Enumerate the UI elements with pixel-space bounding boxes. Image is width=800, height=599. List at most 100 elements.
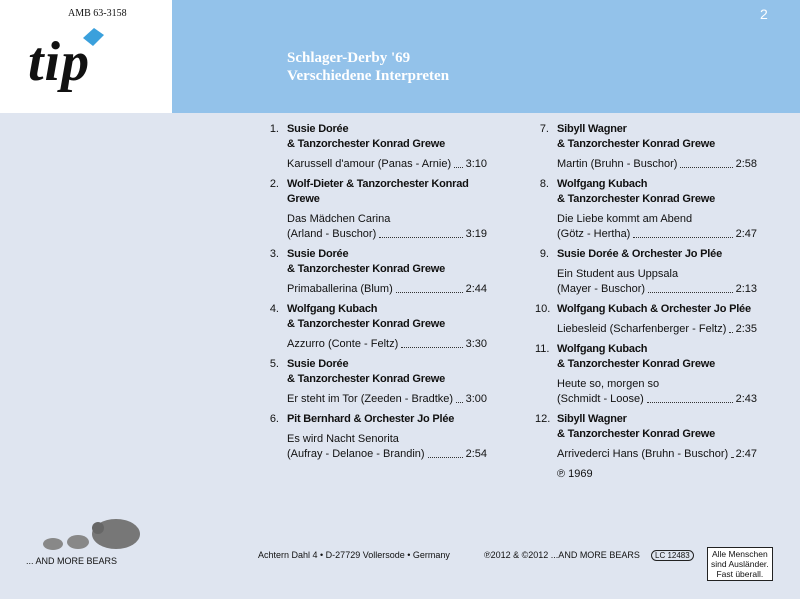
- artist-line: & Tanzorchester Konrad Grewe: [557, 193, 716, 205]
- song-line: (Götz - Hertha) 2:47: [557, 227, 757, 242]
- song-text: Die Liebe kommt am Abend: [557, 213, 693, 225]
- dot-leader: [729, 322, 733, 333]
- album-subtitle: Verschiedene Interpreten: [287, 68, 450, 84]
- artist: Wolfgang Kubach & Tanzorchester Konrad Gr…: [287, 302, 487, 332]
- song-text: Das Mädchen Carina: [287, 213, 391, 225]
- dot-leader: [427, 447, 463, 458]
- song-text: (Mayer - Buschor): [557, 283, 646, 295]
- logo-box: [0, 0, 172, 113]
- artist-line: & Tanzorchester Konrad Grewe: [287, 263, 446, 275]
- duration: 3:19: [465, 228, 487, 240]
- song-text: Heute so, morgen so: [557, 378, 660, 390]
- logo-diamond: [83, 28, 104, 46]
- artist-line: & Tanzorchester Konrad Grewe: [287, 318, 446, 330]
- dot-leader: [633, 227, 733, 238]
- track-number: 6.: [269, 413, 279, 425]
- duration: 2:47: [735, 448, 757, 460]
- artist: Wolfgang Kubach & Orchester Jo Plée: [557, 302, 757, 317]
- track: 5. Susie Dorée & Tanzorchester Konrad Grew…: [270, 357, 487, 407]
- track-number: 12.: [535, 413, 551, 425]
- song-text: Es wird Nacht Senorita: [287, 433, 399, 445]
- track: 10. Wolfgang Kubach & Orchester Jo Plée Li…: [535, 302, 757, 337]
- artist-line: Sibyll Wagner: [557, 413, 627, 425]
- song-text: Liebesleid (Scharfenberger - Feltz): [557, 323, 727, 335]
- artist-line: & Tanzorchester Konrad Grewe: [557, 428, 716, 440]
- artist: Susie Dorée & Tanzorchester Konrad Grewe: [287, 357, 487, 387]
- slogan-line: sind Ausländer.: [711, 559, 769, 569]
- track: 4. Wolfgang Kubach & Tanzorchester Konrad …: [270, 302, 487, 352]
- song-line: Heute so, morgen so: [557, 377, 757, 392]
- artist: Sibyll Wagner & Tanzorchester Konrad Grew…: [557, 122, 757, 152]
- artist: Susie Dorée & Tanzorchester Konrad Grewe: [287, 247, 487, 277]
- song-line: Es wird Nacht Senorita: [287, 432, 487, 447]
- duration: 3:00: [465, 393, 487, 405]
- track: 8. Wolfgang Kubach & Tanzorchester Konrad …: [540, 177, 757, 242]
- track-number: 10.: [535, 303, 551, 315]
- slogan-line: Alle Menschen: [711, 549, 768, 559]
- slogan-line: Fast überall.: [716, 569, 764, 579]
- song-line: (Schmidt - Loose) 2:43: [557, 392, 757, 407]
- track-number: 7.: [539, 123, 549, 135]
- song-line: Er steht im Tor (Zeeden - Bradtke) 3:00: [287, 392, 487, 407]
- artist: Wolfgang Kubach & Tanzorchester Konrad Gr…: [557, 342, 757, 372]
- song-line: Das Mädchen Carina: [287, 212, 487, 227]
- artist-line: & Tanzorchester Konrad Grewe: [557, 138, 716, 150]
- artist: Sibyll Wagner & Tanzorchester Konrad Grew…: [557, 412, 757, 442]
- artist-line: Wolfgang Kubach & Orchester Jo Plée: [557, 303, 751, 315]
- duration: 2:43: [735, 393, 757, 405]
- track-number: 3.: [269, 248, 279, 260]
- duration: 2:47: [735, 228, 757, 240]
- song-line: Karussell d'amour (Panas - Arnie) 3:10: [287, 157, 487, 172]
- song-line: Die Liebe kommt am Abend: [557, 212, 757, 227]
- song-line: Primaballerina (Blum) 2:44: [287, 282, 487, 297]
- dot-leader: [379, 227, 463, 238]
- song-text: Er steht im Tor (Zeeden - Bradtke): [287, 393, 454, 405]
- track-column: 7. Sibyll Wagner & Tanzorchester Konrad Gr…: [535, 122, 757, 482]
- duration: 2:54: [465, 448, 487, 460]
- label-code: LC 12483: [651, 550, 694, 561]
- artist: Wolf-Dieter & Tanzorchester Konrad Grewe: [287, 177, 487, 207]
- address: Achtern Dahl 4 • D-27729 Vollersode • Ge…: [258, 550, 450, 560]
- track-number: 2.: [269, 178, 279, 190]
- dot-leader: [456, 392, 463, 403]
- track: 11. Wolfgang Kubach & Tanzorchester Konrad…: [535, 342, 757, 407]
- song-text: (Schmidt - Loose): [557, 393, 644, 405]
- artist-line: & Tanzorchester Konrad Grewe: [287, 373, 446, 385]
- track-number: 1.: [269, 123, 279, 135]
- song-line: (Aufray - Delanoe - Brandin) 2:54: [287, 447, 487, 462]
- song-text: Martin (Bruhn - Buschor): [557, 158, 678, 170]
- track: 2. Wolf-Dieter & Tanzorchester Konrad Gre…: [270, 177, 487, 242]
- artist-line: Susie Dorée: [287, 123, 349, 135]
- dot-leader: [646, 392, 733, 403]
- logo: tip: [28, 31, 91, 93]
- artist-line: Susie Dorée: [287, 358, 349, 370]
- artist-line: & Tanzorchester Konrad Grewe: [557, 358, 716, 370]
- dot-leader: [731, 447, 733, 458]
- duration: 3:10: [465, 158, 487, 170]
- catalog-number: AMB 63-3158: [68, 8, 127, 19]
- song-line: Ein Student aus Uppsala: [557, 267, 757, 282]
- artist-line: & Tanzorchester Konrad Grewe: [287, 138, 446, 150]
- duration: 2:35: [735, 323, 757, 335]
- song-line: (Arland - Buschor) 3:19: [287, 227, 487, 242]
- song-text: (Götz - Hertha): [557, 228, 631, 240]
- artist-line: Wolfgang Kubach: [287, 303, 378, 315]
- song-text: Karussell d'amour (Panas - Arnie): [287, 158, 452, 170]
- artist-line: Pit Bernhard & Orchester Jo Plée: [287, 413, 455, 425]
- album-title: Schlager-Derby '69: [287, 50, 411, 66]
- dot-leader: [680, 157, 733, 168]
- track-number: 9.: [539, 248, 549, 260]
- song-line: (Mayer - Buschor) 2:13: [557, 282, 757, 297]
- bears-logo: [43, 519, 140, 550]
- artist-line: Susie Dorée & Orchester Jo Plée: [557, 248, 722, 260]
- label-name: ... AND MORE BEARS: [26, 556, 118, 566]
- song-text: Azzurro (Conte - Feltz): [287, 338, 399, 350]
- artist: Susie Dorée & Tanzorchester Konrad Grewe: [287, 122, 487, 152]
- page-number: 2: [760, 6, 768, 22]
- artist: Wolfgang Kubach & Tanzorchester Konrad Gr…: [557, 177, 757, 207]
- phonogram: ℗ 1969: [557, 468, 593, 480]
- song-text: (Arland - Buschor): [287, 228, 377, 240]
- artist-line: Wolfgang Kubach: [557, 343, 648, 355]
- dot-leader: [648, 282, 733, 293]
